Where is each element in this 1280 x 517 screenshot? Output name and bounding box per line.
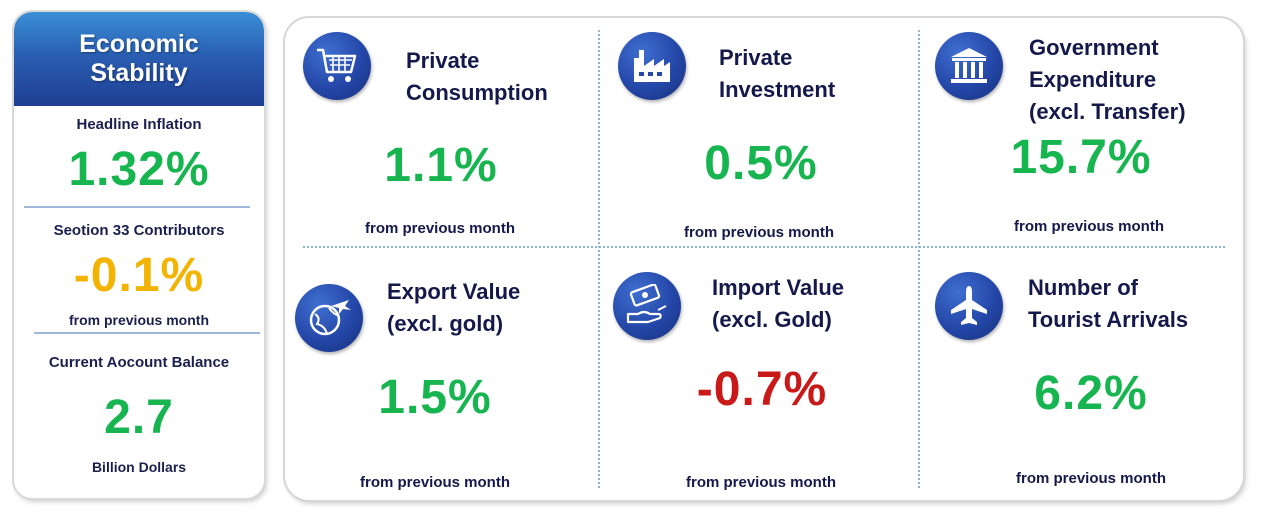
section33-note: from previous month xyxy=(68,312,209,328)
grid-divider xyxy=(598,30,600,488)
current-account-value: 2.7 xyxy=(104,391,174,444)
indicators-panel: Private Consumption 1.1% from previous m… xyxy=(285,18,1243,500)
economic-stability-header: Economic Stability xyxy=(14,12,264,106)
divider xyxy=(34,332,260,334)
import-value-note: from previous month xyxy=(685,474,836,491)
section33-value: -0.1% xyxy=(73,249,205,302)
government-expenditure-title: Government Expenditure (excl. Transfer) xyxy=(1029,35,1186,124)
headline-inflation-value: 1.32% xyxy=(68,143,210,196)
airplane-icon xyxy=(935,272,1003,340)
divider xyxy=(24,206,250,208)
government-building-icon xyxy=(935,32,1003,100)
money-hand-icon xyxy=(613,272,681,340)
tourist-arrivals-title: Number of Tourist Arrivals xyxy=(1028,275,1189,332)
export-value-note: from previous month xyxy=(359,474,510,491)
import-value-value: -0.7% xyxy=(696,363,828,416)
current-account-label: Current Aocount Balance xyxy=(48,354,230,371)
section33-label: Seotion 33 Contributors xyxy=(53,222,225,239)
private-consumption-value: 1.1% xyxy=(384,139,498,192)
government-expenditure-note: from previous month xyxy=(1013,218,1164,235)
factory-icon xyxy=(618,32,686,100)
private-consumption-note: from previous month xyxy=(364,220,515,237)
current-account-note: Billion Dollars xyxy=(91,459,187,475)
shopping-cart-icon xyxy=(303,32,371,100)
grid-divider xyxy=(303,246,1225,248)
export-value-value: 1.5% xyxy=(378,371,492,424)
headline-inflation-label: Headline Inflation xyxy=(76,116,202,133)
grid-divider xyxy=(918,30,920,488)
globe-plane-icon xyxy=(295,284,363,352)
private-investment-value: 0.5% xyxy=(704,137,818,190)
export-value-title: Export Value (excl. gold) xyxy=(387,279,521,336)
economic-stability-panel: Economic Stability Headline Inflation 1.… xyxy=(14,12,264,498)
tourist-arrivals-value: 6.2% xyxy=(1034,367,1148,420)
government-expenditure-value: 15.7% xyxy=(1010,131,1152,184)
import-value-title: Import Value (excl. Gold) xyxy=(712,275,845,332)
private-investment-note: from previous month xyxy=(683,224,834,241)
tourist-arrivals-note: from previous month xyxy=(1015,470,1166,487)
private-consumption-title: Private Consumption xyxy=(406,48,548,105)
private-investment-title: Private Investment xyxy=(719,45,836,102)
